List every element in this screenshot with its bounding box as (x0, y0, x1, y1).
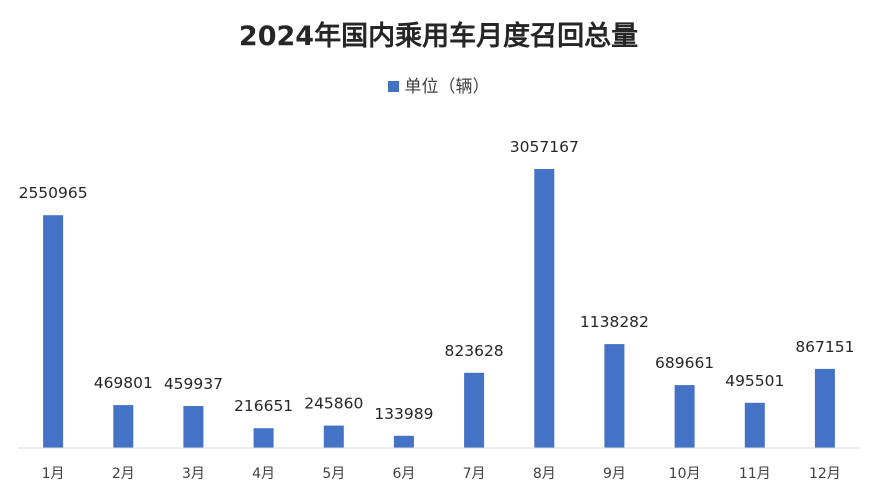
x-tick-label-10: 10月 (669, 466, 701, 482)
bar-4 (253, 428, 274, 448)
x-tick-label-5: 5月 (322, 466, 345, 482)
data-label-2: 469801 (94, 374, 153, 392)
data-label-8: 3057167 (510, 138, 579, 156)
data-label-10: 689661 (655, 354, 714, 372)
x-tick-label-4: 4月 (252, 466, 275, 482)
x-tick-label-11: 11月 (739, 466, 771, 482)
bar-7 (464, 372, 485, 448)
bars-group (43, 169, 835, 448)
bar-8 (534, 169, 555, 448)
data-label-5: 245860 (304, 395, 363, 413)
data-label-9: 1138282 (580, 313, 649, 331)
legend: 单位（辆） (0, 72, 877, 97)
data-labels-group: 2550965 469801 459937 216651 245860 133989 823… (19, 138, 855, 423)
data-label-3: 459937 (164, 375, 223, 393)
bar-10 (674, 385, 695, 448)
bar-9 (604, 344, 625, 448)
data-label-4: 216651 (234, 397, 293, 415)
chart-title: 2024年国内乘用车月度召回总量 (238, 21, 639, 52)
data-label-6: 133989 (374, 405, 433, 423)
bar-12 (814, 368, 835, 448)
data-label-11: 495501 (725, 372, 784, 390)
x-tick-label-12: 12月 (809, 466, 841, 482)
bar-11 (744, 402, 765, 448)
data-label-12: 867151 (795, 338, 854, 356)
data-label-1: 2550965 (19, 184, 88, 202)
x-tick-label-8: 8月 (533, 466, 556, 482)
x-tick-label-7: 7月 (463, 466, 486, 482)
bar-3 (183, 406, 204, 448)
x-tick-label-6: 6月 (392, 466, 415, 482)
bar-1 (43, 215, 64, 448)
bar-5 (323, 425, 344, 448)
legend-swatch (387, 81, 399, 92)
x-tick-label-1: 1月 (42, 466, 65, 482)
x-tick-label-2: 2月 (112, 466, 135, 482)
x-tick-labels-group: 1月 2月 3月 4月 5月 6月 7月 8月 9月 10月 11月 12月 (42, 466, 841, 482)
bar-6 (393, 435, 414, 448)
x-tick-label-3: 3月 (182, 466, 205, 482)
bar-2 (113, 405, 134, 448)
data-label-7: 823628 (445, 342, 504, 360)
x-tick-label-9: 9月 (603, 466, 626, 482)
legend-label: 单位（辆） (404, 77, 490, 97)
